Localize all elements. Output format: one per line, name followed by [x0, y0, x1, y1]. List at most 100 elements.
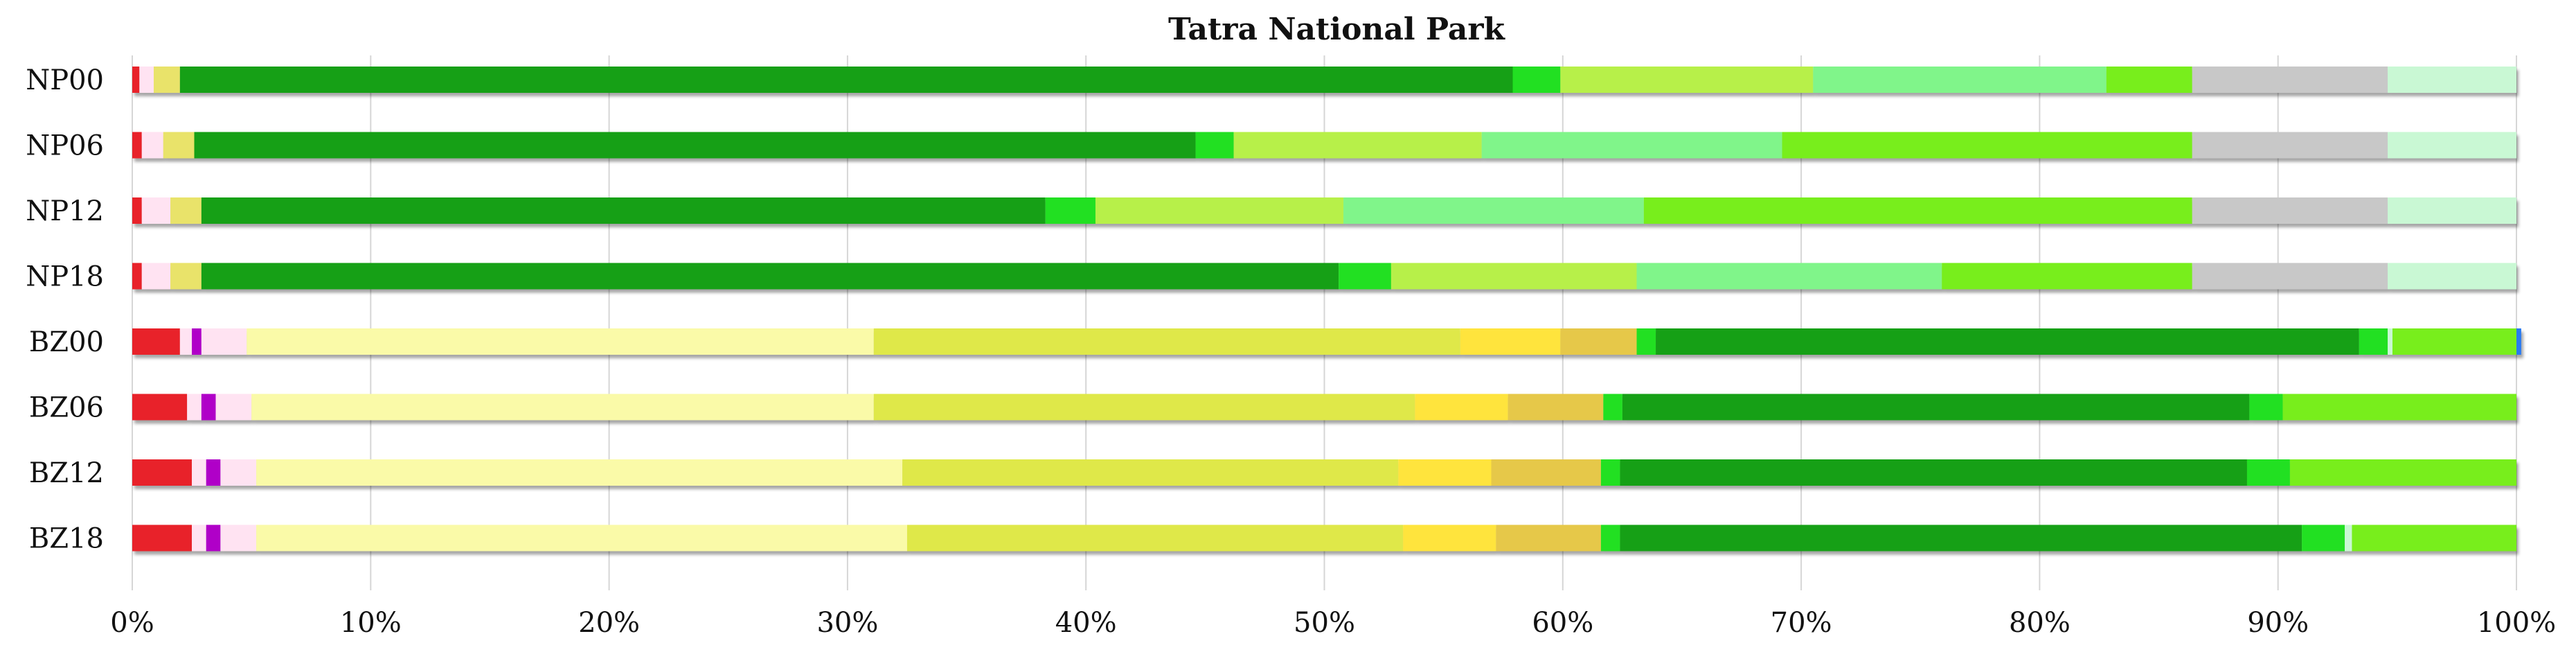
bar-segment [1415, 394, 1508, 421]
bar-segment [2249, 394, 2283, 421]
bar-segment [1512, 67, 1561, 93]
bar-row [132, 394, 2516, 421]
bar-segment [2388, 67, 2516, 93]
bar-row [132, 197, 2516, 224]
bar-segment [1390, 263, 1637, 290]
bar-segment [132, 132, 142, 159]
chart-title: Tatra National Park [1168, 12, 1506, 47]
bar-segment [1603, 394, 1622, 421]
bar-segment [906, 525, 1404, 552]
bar-segment [2388, 197, 2516, 224]
bar-segment [192, 525, 206, 552]
bar-segment [873, 328, 1460, 355]
bar-segment [1600, 459, 1620, 486]
value-axis: 0% 10% 20% 30% 40% 50% 60% 70% 80% 90% 100% [110, 607, 2556, 639]
category-label: NP12 [26, 195, 104, 227]
bar-segment [256, 459, 903, 486]
bar-row [132, 67, 2516, 93]
bar-segment [206, 459, 221, 486]
bar-segment [187, 394, 202, 421]
bar-segment [1600, 525, 1620, 552]
bar-segment [1620, 459, 2247, 486]
bar-segment [2246, 459, 2290, 486]
bar-row [132, 525, 2516, 552]
bar-segment [2289, 459, 2516, 486]
bar-segment [2392, 328, 2516, 355]
bar-segment [2388, 132, 2516, 159]
bar-segment [873, 394, 1415, 421]
bar-segment [902, 459, 1399, 486]
category-label: BZ18 [29, 523, 104, 555]
bar-segment [256, 525, 907, 552]
bar-segment [141, 132, 163, 159]
bar-segment [251, 394, 874, 421]
bar-segment [1636, 328, 1656, 355]
bar-segment [2359, 328, 2388, 355]
bar-segment [132, 459, 193, 486]
bar-segment [206, 525, 221, 552]
category-axis: NP00 NP06 NP12 NP18 BZ00 BZ06 BZ12 BZ18 [26, 64, 104, 555]
bar-segment [170, 263, 202, 290]
bar-segment [1622, 394, 2250, 421]
bar-segment [1643, 197, 2192, 224]
bar-segment [163, 132, 195, 159]
x-tick-label: 70% [1771, 607, 1832, 639]
bar-segment [2388, 328, 2392, 355]
bar-row [132, 459, 2516, 486]
bar-segment [201, 197, 1046, 224]
bar-segment [1508, 394, 1604, 421]
bar-row [132, 328, 2521, 355]
bar-segment [1491, 459, 1601, 486]
bar-segment [2192, 197, 2388, 224]
x-tick-label: 50% [1294, 607, 1355, 639]
bar-segment [1782, 132, 2192, 159]
bar-segment [1636, 263, 1942, 290]
bar-segment [192, 328, 202, 355]
bar-segment [2192, 263, 2388, 290]
bar-segment [194, 132, 1196, 159]
x-tick-label: 30% [816, 607, 878, 639]
bar-segment [1343, 197, 1644, 224]
bar-segment [139, 67, 154, 93]
bar-segment [1460, 328, 1561, 355]
bar-segment [1195, 132, 1234, 159]
x-tick-label: 100% [2477, 607, 2556, 639]
category-label: NP18 [26, 261, 104, 293]
bar-segment [179, 328, 193, 355]
bar-segment [132, 525, 193, 552]
category-label: BZ12 [29, 457, 104, 489]
bar-segment [153, 67, 180, 93]
x-tick-label: 90% [2247, 607, 2309, 639]
bar-segment [141, 263, 171, 290]
bar-segment [1045, 197, 1095, 224]
bar-segment [2282, 394, 2516, 421]
bar-segment [201, 263, 1339, 290]
bar-segment [1398, 459, 1492, 486]
category-label: NP00 [26, 64, 104, 96]
bar-segment [2192, 67, 2388, 93]
bar-segment [247, 328, 874, 355]
bar-segment [2388, 263, 2516, 290]
bar-segment [132, 263, 142, 290]
x-tick-label: 60% [1532, 607, 1593, 639]
bar-segment [1339, 263, 1391, 290]
bar-segment [1560, 328, 1637, 355]
category-label: NP06 [26, 130, 104, 162]
bar-segment [132, 328, 180, 355]
bar-segment [1942, 263, 2192, 290]
x-tick-label: 80% [2009, 607, 2070, 639]
bar-segment [132, 394, 188, 421]
bar-segment [1620, 525, 2302, 552]
x-tick-label: 40% [1055, 607, 1117, 639]
bar-segment [132, 67, 140, 93]
x-tick-label: 10% [340, 607, 402, 639]
bar-segment [220, 525, 257, 552]
bar-segment [2192, 132, 2388, 159]
bar-segment [1403, 525, 1496, 552]
x-tick-label: 0% [110, 607, 154, 639]
bar-segment [179, 67, 1513, 93]
bar-row [132, 132, 2516, 159]
bar-segment [132, 197, 142, 224]
bar-segment [2345, 525, 2352, 552]
